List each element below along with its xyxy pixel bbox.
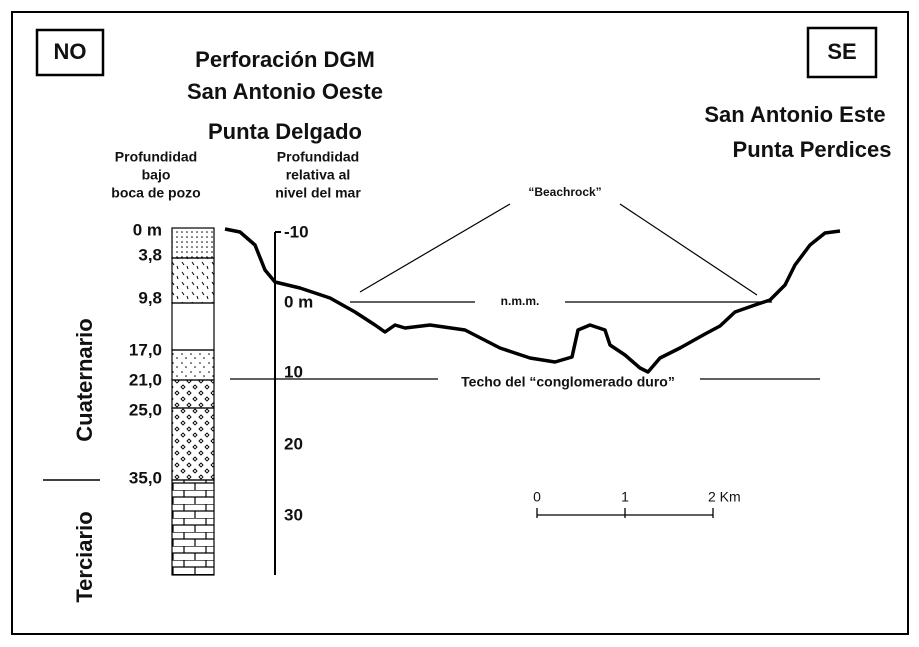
title: Punta Perdices [733,137,892,162]
annotation: “Beachrock” [528,185,601,199]
pointer [620,204,757,295]
label: NO [54,39,87,64]
axis-label: 0 m [284,292,313,311]
label: SE [827,39,856,64]
heading: Profundidad [277,149,359,165]
heading: boca de pozo [111,185,200,201]
period: Terciario [72,511,97,602]
heading: nivel del mar [275,185,361,201]
axis-label: 20 [284,434,303,453]
title: Punta Delgado [208,119,362,144]
scale-label: 0 [533,489,541,505]
depth-label: 9,8 [138,288,162,307]
depth-label: 0 m [133,220,162,239]
axis-label: 30 [284,505,303,524]
title: Perforación DGM [195,47,375,72]
axis-label: -10 [284,222,309,241]
scale-bar [537,508,713,518]
heading: Profundidad [115,149,197,165]
scale-label: 1 [621,489,629,505]
title: San Antonio Oeste [187,79,383,104]
depth-label: 17,0 [129,340,162,359]
scale-label: 2 Km [708,489,741,505]
column [172,228,214,575]
depth-label: 3,8 [138,245,162,264]
depth-label: 21,0 [129,370,162,389]
depth-label: 35,0 [129,468,162,487]
heading: relativa al [286,167,351,183]
pointer [360,204,510,292]
title: San Antonio Este [704,102,885,127]
heading: bajo [142,167,171,183]
period: Cuaternario [72,318,97,441]
annotation: n.m.m. [501,294,540,308]
diagram: NO SE Perforación DGM San Antonio Oeste … [0,0,919,642]
annotation: Techo del “conglomerado duro” [461,374,675,390]
depth-label: 25,0 [129,400,162,419]
